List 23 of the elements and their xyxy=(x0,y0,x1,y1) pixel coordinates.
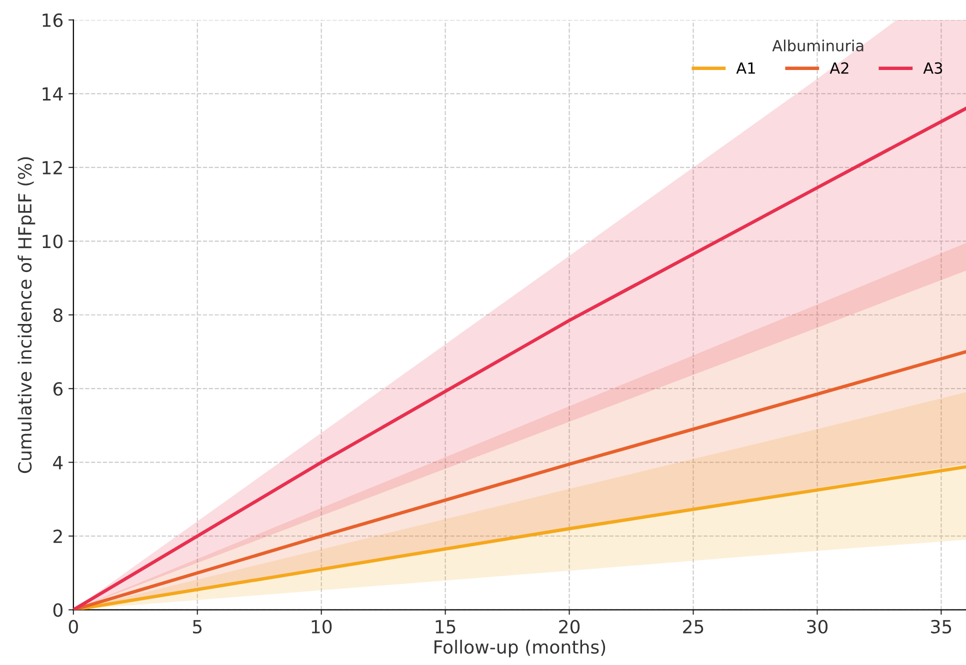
y-tick-label: 6 xyxy=(53,382,63,396)
x-tick-label: 20 xyxy=(559,620,580,634)
x-tick-label: 0 xyxy=(68,620,78,634)
x-tick-label: 35 xyxy=(931,620,952,634)
legend-title: Albuminuria xyxy=(772,40,864,52)
x-axis-title: Follow-up (months) xyxy=(434,640,606,658)
y-tick-label: 0 xyxy=(53,603,62,617)
x-tick-label: 30 xyxy=(807,620,828,634)
y-tick-label: 4 xyxy=(53,456,63,470)
x-tick-label: 10 xyxy=(312,620,332,634)
legend-label: A3 xyxy=(923,62,942,74)
x-tick-label: 5 xyxy=(193,620,202,634)
legend-label: A2 xyxy=(830,62,848,74)
y-tick-label: 16 xyxy=(42,13,63,28)
x-tick-label: 25 xyxy=(683,620,704,634)
y-tick-label: 14 xyxy=(42,87,63,101)
y-tick-label: 10 xyxy=(42,234,62,248)
y-tick-label: 8 xyxy=(53,308,62,322)
y-axis-title: Cumulative incidence of HFpEF (%) xyxy=(18,157,36,474)
y-tick-label: 2 xyxy=(54,530,62,543)
y-tick-label: 12 xyxy=(42,160,62,174)
legend-label: A1 xyxy=(736,62,755,74)
x-tick-label: 15 xyxy=(436,620,456,634)
